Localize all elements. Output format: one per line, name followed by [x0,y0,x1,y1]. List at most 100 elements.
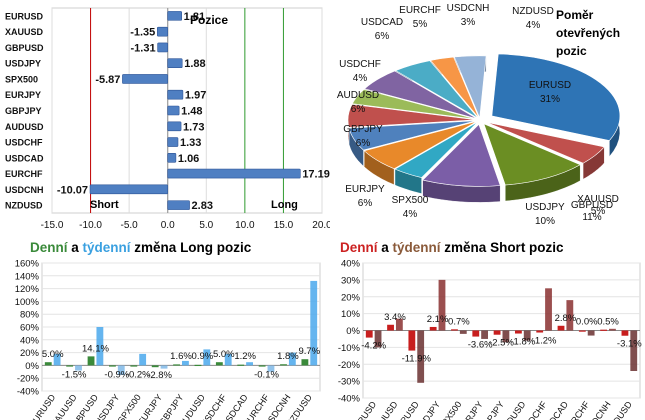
position-bar [157,42,169,53]
value-label: 1.33 [180,137,201,149]
long-title-and: a [68,240,83,255]
weekly-bar [481,330,489,339]
x-tick-label: -15.0 [41,220,64,231]
weekly-bar [53,353,61,366]
long-title-daily: Denní [30,240,69,255]
pie-slice [422,123,501,187]
pie-slice-percent: 3% [461,17,476,28]
category-label: USDCAD [5,153,44,163]
pie-slice-percent: 6% [356,138,371,149]
category-label: USDJPY [414,399,443,420]
position-bar [167,58,183,68]
pie-slice [453,55,487,118]
pie-slice-percent: 5% [413,19,428,30]
pie-slice-percent: 6% [358,198,373,209]
daily-bar [258,365,266,367]
y-tick-label: 0% [346,326,360,337]
data-label: -0.9% [104,370,129,381]
data-label: 5.0% [213,349,235,360]
y-tick-label: 80% [20,310,40,321]
short-title-and: a [378,240,393,255]
data-label: 2.1% [427,314,449,325]
value-label: -10.07 [57,184,88,196]
daily-bar [215,362,223,366]
data-label: 2.8% [555,313,577,324]
pie-slice [351,89,477,120]
data-label: -2.5% [489,338,514,349]
daily-bar [301,359,309,366]
y-tick-label: 20% [341,292,361,303]
daily-bar [130,365,138,367]
category-label: EURJPY [5,90,41,100]
weekly-bar [630,330,638,371]
value-label: -1.31 [131,42,156,54]
category-label: GBPJPY [478,399,507,420]
weekly-bar [203,349,211,366]
value-label: 2.83 [192,200,213,212]
daily-bar [578,330,586,332]
daily-bar [151,365,159,368]
weekly-bar [310,280,318,366]
x-tick-label: 10.0 [235,220,255,231]
pie-slice-name: SPX500 [392,195,429,206]
long-change-chart: Denní a týdenní změna Long pozic 5.0% -1.… [15,240,321,420]
data-label: 0.7% [448,316,470,327]
data-label: 3.4% [384,312,406,323]
value-label: 1.97 [185,90,206,102]
positions-bar-chart: EURUSD XAUUSD GBPUSD USDJPY SPX500 EURJPY GBPJ… [5,7,330,231]
daily-bar [280,364,287,366]
weekly-bar [417,330,425,383]
category-label: SPX500 [5,74,38,84]
weekly-bar [609,328,616,331]
pie-slice-name: USDCHF [339,59,381,70]
long-change-title: Denní a týdenní změna Long pozic [30,240,252,255]
data-label: -1.8% [510,337,535,348]
y-tick-label: -10% [338,343,361,354]
category-label: EURCHF [5,169,43,179]
pie-slice-name: XAUUSD [577,194,619,205]
weekly-bar [267,365,275,372]
position-bar [122,74,169,84]
daily-bar [66,365,74,367]
data-label: 1.2% [234,351,256,362]
pie-slice [430,56,480,119]
y-tick-label: 140% [15,271,40,282]
category-label: USDJPY [5,59,41,69]
category-label: SPX500 [436,399,463,420]
value-label: 1.73 [183,121,204,133]
data-label: 0.0% [576,316,598,327]
value-label: 1.81 [184,11,205,23]
pie-slice [491,53,621,141]
y-tick-label: 30% [341,275,361,286]
daily-bar [514,330,522,334]
category-label: USDCHF [5,138,43,148]
position-bar [157,26,169,37]
value-label: 17.19 [302,169,330,181]
value-label: 1.88 [184,58,205,70]
weekly-bar [545,288,552,331]
weekly-bar [438,279,446,331]
category-label: AUDUSD [5,122,44,132]
position-bar [167,137,179,147]
y-tick-label: 40% [341,259,361,270]
y-tick-label: -20% [17,374,40,385]
weekly-bar [587,330,595,336]
weekly-bar [182,360,189,366]
y-tick-label: 0% [25,361,39,372]
daily-bar [194,364,202,367]
long-title-weekly: týdenní [83,240,132,255]
short-title-rest: změna Short pozic [441,240,565,255]
pie-slice [395,60,479,119]
pie-slice-percent: 11% [582,212,601,223]
weekly-bar [160,365,168,369]
data-label: -1.2% [532,336,557,347]
category-label: GBPUSD [5,43,44,53]
daily-bar [408,330,416,351]
position-bar [89,184,169,195]
value-label: -5.87 [95,74,120,86]
category-label: EURUSD [5,11,44,21]
daily-bar [173,364,180,366]
data-label: -11.9% [402,354,432,365]
pie-slice [483,123,581,186]
daily-bar [600,329,608,331]
